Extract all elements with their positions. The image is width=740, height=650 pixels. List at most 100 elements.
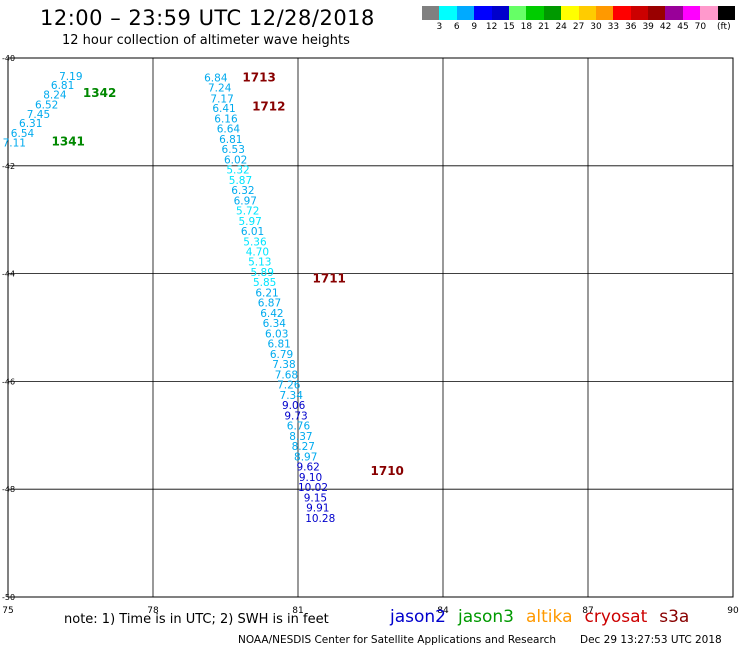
lat-tick-label: -50 bbox=[2, 593, 15, 602]
swh-point: 7.17 bbox=[210, 93, 233, 105]
swh-point: 7.24 bbox=[208, 83, 232, 95]
legend-swatch bbox=[422, 6, 440, 20]
swh-point: 10.02 bbox=[298, 482, 328, 494]
legend-swatch bbox=[613, 6, 631, 20]
swh-point: 6.21 bbox=[255, 287, 278, 299]
lon-tick-label: 90 bbox=[727, 606, 739, 616]
swh-point: 7.68 bbox=[275, 369, 298, 381]
legend-swatch bbox=[543, 6, 562, 20]
map-title: 12:00 – 23:59 UTC 12/28/2018 bbox=[40, 6, 375, 30]
lat-tick-label: -44 bbox=[2, 270, 15, 279]
legend-swatch bbox=[682, 6, 701, 20]
pass-number-label: 1713 bbox=[242, 70, 275, 84]
swh-point: 6.81 bbox=[51, 80, 74, 92]
lat-tick-label: -46 bbox=[2, 377, 15, 386]
legend-swatch bbox=[491, 6, 509, 20]
swh-point: 6.42 bbox=[260, 308, 283, 320]
swh-point: 7.38 bbox=[272, 359, 295, 371]
mission-altika: altika bbox=[526, 607, 573, 627]
swh-point: 9.73 bbox=[284, 410, 307, 422]
swh-point: 10.28 bbox=[305, 513, 335, 525]
legend-label: 3 bbox=[436, 22, 443, 32]
legend-label: 70 bbox=[694, 22, 707, 32]
legend-label: 6 bbox=[453, 22, 460, 32]
lon-tick-label: 78 bbox=[147, 606, 159, 616]
swh-point: 9.91 bbox=[306, 503, 329, 515]
lat-tick-label: -48 bbox=[2, 485, 15, 494]
swh-point: 7.19 bbox=[59, 71, 82, 83]
lat-tick-label: -40 bbox=[2, 54, 15, 63]
legend-label: 45 bbox=[677, 22, 689, 32]
legend-swatch bbox=[595, 6, 614, 20]
swh-point: 6.34 bbox=[263, 318, 287, 330]
swh-point: 6.87 bbox=[258, 298, 281, 310]
swh-point: 9.10 bbox=[299, 472, 322, 484]
swh-points: 7.196.818.246.527.456.316.547.116.847.24… bbox=[3, 71, 336, 525]
legend-label: (ft) bbox=[717, 22, 731, 32]
mission-jason3: jason3 bbox=[458, 607, 514, 627]
swh-point: 9.15 bbox=[304, 492, 327, 504]
legend-swatch bbox=[648, 6, 666, 20]
legend-swatch bbox=[526, 6, 544, 20]
timestamp-text: Dec 29 13:27:53 UTC 2018 bbox=[580, 634, 722, 646]
swh-point: 8.27 bbox=[292, 441, 315, 453]
swh-point: 6.52 bbox=[35, 99, 58, 111]
legend-swatch bbox=[700, 6, 718, 20]
swh-point: 8.24 bbox=[43, 90, 67, 102]
legend-swatch bbox=[665, 6, 683, 20]
swh-point: 5.87 bbox=[229, 175, 252, 187]
swh-point: 9.62 bbox=[296, 462, 319, 474]
swh-point: 6.81 bbox=[219, 134, 242, 146]
swh-point: 7.45 bbox=[27, 109, 50, 121]
lon-tick-label: 81 bbox=[292, 606, 303, 616]
color-legend-bar bbox=[422, 6, 736, 20]
legend-swatch bbox=[578, 6, 596, 20]
swh-point: 6.31 bbox=[19, 118, 42, 130]
swh-point: 6.32 bbox=[231, 185, 254, 197]
color-legend-labels: 3 6 9 12 15 18 21 24 27 30 33 36 39 42 45 70 (ft) bbox=[422, 22, 740, 34]
pass-number-label: 1712 bbox=[252, 100, 285, 114]
legend-label: 42 bbox=[659, 22, 672, 32]
swh-point: 4.70 bbox=[246, 247, 269, 259]
legend-label: 30 bbox=[590, 22, 602, 32]
lon-tick-label: 84 bbox=[437, 606, 449, 616]
swh-point: 6.79 bbox=[270, 349, 293, 361]
legend-label: 9 bbox=[471, 22, 478, 32]
grid-lines bbox=[7, 57, 734, 598]
swh-point: 5.89 bbox=[251, 267, 274, 279]
swh-point: 6.01 bbox=[241, 226, 264, 238]
legend-swatch bbox=[456, 6, 475, 20]
swh-point: 5.72 bbox=[236, 206, 259, 218]
axis-ticks: 75 78 81 84 87 90 -40 -42 -44 -46 -48 -50 bbox=[2, 54, 739, 616]
swh-point: 6.54 bbox=[11, 128, 35, 140]
mission-cryosat: cryosat bbox=[584, 607, 648, 627]
legend-swatch bbox=[561, 6, 579, 20]
credit-text: NOAA/NESDIS Center for Satellite Applica… bbox=[238, 634, 556, 646]
lon-tick-label: 75 bbox=[2, 606, 13, 616]
legend-label: 24 bbox=[555, 22, 567, 32]
legend-label: 12 bbox=[485, 22, 498, 32]
legend-label: 21 bbox=[538, 22, 550, 32]
swh-point: 6.97 bbox=[234, 195, 257, 207]
swh-point: 6.76 bbox=[287, 421, 311, 433]
swh-point: 5.13 bbox=[248, 257, 271, 269]
swh-point: 7.26 bbox=[277, 380, 301, 392]
legend-label: 15 bbox=[503, 22, 515, 32]
swh-point: 7.11 bbox=[3, 138, 26, 150]
legend-label: 18 bbox=[520, 22, 533, 32]
legend-label: 36 bbox=[625, 22, 637, 32]
swh-point: 8.37 bbox=[289, 431, 312, 443]
pass-number-label: 1710 bbox=[371, 464, 404, 478]
legend-swatch bbox=[630, 6, 649, 20]
swh-point: 6.64 bbox=[217, 124, 241, 136]
pass-number-label: 1711 bbox=[313, 271, 346, 285]
legend-swatch bbox=[439, 6, 457, 20]
swh-point: 8.97 bbox=[294, 451, 317, 463]
legend-swatch bbox=[474, 6, 492, 20]
map-subtitle: 12 hour collection of altimeter wave hei… bbox=[62, 33, 350, 48]
swh-point: 6.16 bbox=[214, 113, 238, 125]
swh-point: 6.81 bbox=[267, 339, 290, 351]
mission-legend: jason2 jason3 altika cryosat s3a bbox=[390, 607, 701, 627]
swh-point: 7.34 bbox=[280, 390, 304, 402]
